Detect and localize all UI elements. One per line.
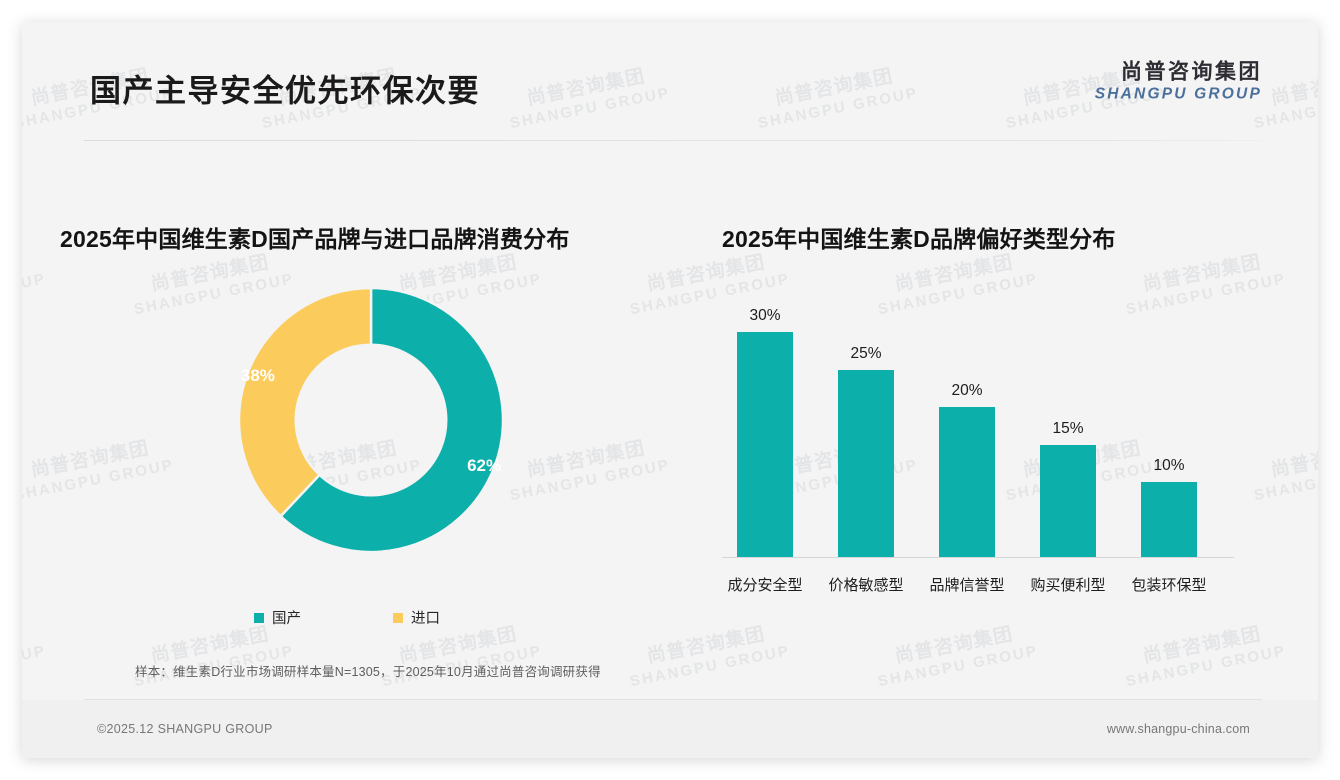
bar-plot-area: 30% 25% 20% 15% 10%: [716, 302, 1240, 557]
slide-body: 2025年中国维生素D国产品牌与进口品牌消费分布 2025年中国维生素D品牌偏好…: [22, 152, 1318, 662]
slide-footer: ©2025.12 SHANGPU GROUP www.shangpu-china…: [22, 700, 1318, 758]
donut-slice-国产[interactable]: [278, 286, 505, 554]
bar-rect[interactable]: [737, 332, 793, 557]
donut-slice-进口[interactable]: [237, 286, 373, 518]
bar-column[interactable]: 30%: [737, 302, 793, 557]
bar-category-label: 价格敏感型: [828, 577, 904, 594]
donut-slice-label: 62%: [467, 456, 501, 475]
brand-logo: 尚普咨询集团 SHANGPU GROUP: [1095, 61, 1262, 104]
slide-header: 国产主导安全优先环保次要 尚普咨询集团 SHANGPU GROUP: [22, 22, 1318, 134]
footnote-divider: [84, 699, 1262, 700]
legend-item-国产[interactable]: 国产: [254, 607, 301, 628]
bar-rect[interactable]: [1141, 482, 1197, 557]
brand-logo-en: SHANGPU GROUP: [1094, 85, 1262, 103]
page-title: 国产主导安全优先环保次要: [90, 73, 480, 109]
legend-label: 国产: [272, 611, 301, 627]
donut-slice-label: 38%: [241, 366, 275, 385]
brand-logo-cn: 尚普咨询集团: [1121, 60, 1262, 84]
footer-url[interactable]: www.shangpu-china.com: [1106, 722, 1250, 736]
bar-category-label: 成分安全型: [727, 577, 803, 594]
bar-axis-line: [722, 557, 1234, 558]
bar-rect[interactable]: [939, 407, 995, 557]
bar-category-label: 购买便利型: [1030, 577, 1106, 594]
footer-copyright: ©2025.12 SHANGPU GROUP: [97, 722, 273, 736]
slide-canvas: 尚普咨询集团 SHANGPU GROUP 尚普咨询集团 SHANGPU GROUP 尚普…: [22, 22, 1318, 758]
bar-rect[interactable]: [838, 369, 894, 557]
legend-swatch-icon: [254, 612, 264, 623]
bar-column[interactable]: 25%: [838, 302, 894, 557]
bar-category-label: 包装环保型: [1131, 577, 1207, 594]
legend-swatch-icon: [393, 612, 403, 623]
bar-rect[interactable]: [1040, 444, 1096, 557]
bar-category-label: 品牌信誉型: [929, 577, 1005, 594]
bar-value-label: 15%: [1052, 419, 1084, 437]
header-divider: [84, 140, 1262, 141]
right-chart-title: 2025年中国维生素D品牌偏好类型分布: [722, 226, 1116, 252]
bar-column[interactable]: 10%: [1141, 302, 1197, 557]
legend-item-进口[interactable]: 进口: [393, 607, 440, 628]
bar-value-label: 30%: [749, 307, 781, 324]
bar-column[interactable]: 20%: [939, 302, 995, 557]
left-chart-title: 2025年中国维生素D国产品牌与进口品牌消费分布: [60, 226, 570, 252]
donut-legend: 国产 进口: [254, 607, 514, 628]
bar-value-label: 10%: [1153, 457, 1185, 474]
donut-chart: 62% 38%: [197, 270, 547, 570]
sample-footnote: 样本：维生素D行业市场调研样本量N=1305，于2025年10月通过尚普咨询调研…: [135, 665, 601, 679]
donut-chart-svg: 62% 38%: [237, 286, 505, 554]
bar-value-label: 25%: [850, 344, 882, 362]
legend-label: 进口: [411, 611, 440, 627]
bar-chart: 30% 25% 20% 15% 10% 成分安全型 价格敏感型 品牌信誉型 购买便利型 包装环保…: [716, 302, 1240, 602]
bar-column[interactable]: 15%: [1040, 302, 1096, 557]
bar-value-label: 20%: [951, 382, 983, 399]
